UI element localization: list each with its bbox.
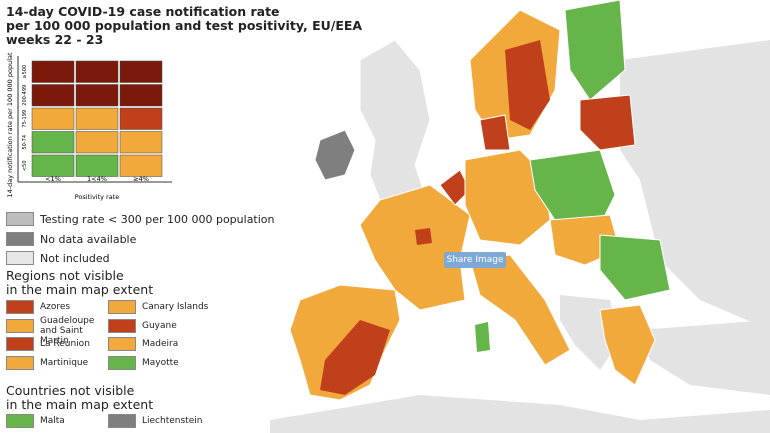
region-label: Guadeloupe and Saint Martin (40, 315, 95, 346)
y-axis-title: 14-day notification rate per 100 000 pop… (6, 52, 14, 197)
france (359, 184, 471, 311)
title-line: per 100 000 population and test positivi… (6, 18, 363, 33)
title-line: weeks 22 - 23 (6, 32, 104, 47)
countries-heading: Countries not visible (6, 383, 135, 398)
share-button[interactable]: Share Image (444, 252, 506, 268)
legend-label: Not included (40, 252, 110, 265)
finland (564, 0, 626, 101)
region-swatch (6, 318, 34, 333)
spain-red (320, 320, 390, 395)
romania (599, 234, 671, 301)
matrix-cell (75, 60, 119, 83)
matrix: ≥500 200-499 75-199 50-74 <50 <1% 1<4% ≥4% 14-d… (6, 52, 172, 201)
germany (464, 149, 551, 246)
region-swatch (108, 300, 136, 314)
region-label: La Reunion (40, 339, 90, 349)
matrix-cell (119, 60, 163, 83)
column-label: 1<4% (87, 175, 107, 183)
region-label: Guyane (142, 320, 177, 331)
country-label: Liechtenstein (142, 416, 203, 426)
countries-heading: in the main map extent (6, 397, 154, 412)
country-swatch (6, 414, 34, 428)
legend-label: No data available (40, 233, 137, 246)
country-label: Malta (40, 416, 65, 426)
row-label: 75-199 (22, 110, 28, 128)
ireland (314, 129, 356, 181)
matrix-cell (75, 154, 119, 177)
africa (270, 395, 770, 433)
italy (469, 254, 571, 366)
sweden-red (505, 40, 550, 130)
region-label: Azores (40, 302, 71, 312)
matrix-cell (119, 131, 163, 154)
regions-heading: in the main map extent (6, 282, 154, 297)
turkey (640, 320, 770, 395)
x-axis-title: Positivity rate (75, 193, 120, 201)
matrix-cell (75, 84, 119, 107)
region-swatch (108, 355, 136, 370)
legend-label: Testing rate < 300 per 100 000 populatio… (40, 213, 275, 226)
matrix-cell (75, 131, 119, 154)
legend-swatch (6, 232, 34, 246)
country-swatch (108, 414, 136, 428)
sardinia (475, 322, 490, 352)
region-swatch (108, 318, 136, 333)
region-swatch (6, 355, 34, 370)
east-land (620, 40, 770, 330)
legend-swatch (6, 251, 34, 265)
region-label: Martinique (40, 357, 89, 368)
matrix-cell (31, 107, 75, 130)
region-swatch (108, 337, 136, 351)
matrix-cell (31, 84, 75, 107)
row-label: 50-74 (22, 135, 28, 150)
row-label: <50 (22, 160, 28, 171)
column-label: ≥4% (133, 175, 149, 183)
title-line: 14-day COVID-19 case notification rate (6, 4, 280, 19)
region-label: Mayotte (142, 357, 179, 368)
regions-heading: Regions not visible (6, 268, 124, 283)
region-label: Madeira (142, 339, 179, 349)
region-label: Canary Islands (142, 302, 209, 312)
row-label: ≥500 (22, 65, 28, 79)
baltics (579, 94, 636, 151)
france-red (415, 228, 432, 245)
matrix-cell (31, 154, 75, 177)
matrix-cell (119, 154, 163, 177)
column-label: <1% (45, 175, 61, 183)
matrix-cell (75, 107, 119, 130)
legend-swatch (6, 212, 34, 226)
denmark (479, 114, 511, 151)
matrix-cell (31, 60, 75, 83)
greece (599, 304, 656, 386)
matrix-cell (31, 131, 75, 154)
matrix-cell (119, 84, 163, 107)
region-swatch (6, 300, 34, 314)
row-label: 200-499 (22, 85, 28, 106)
cells: ≥500 200-499 75-199 50-74 <50 <1% 1<4% ≥4% (22, 60, 163, 183)
region-swatch (6, 337, 34, 351)
matrix-cell (119, 107, 163, 130)
